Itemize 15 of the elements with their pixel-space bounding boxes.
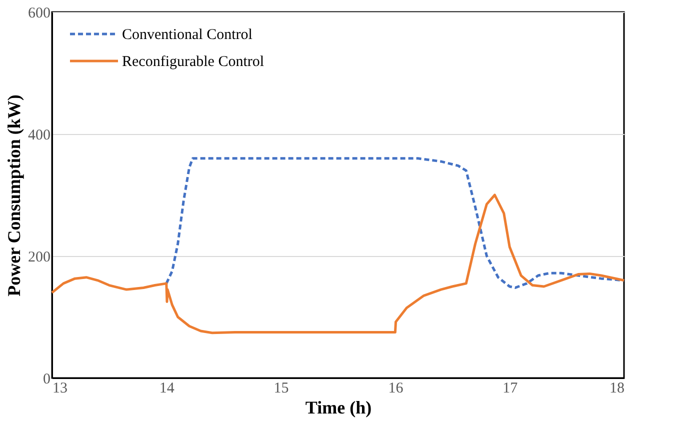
y-tick-label: 200 <box>28 250 50 266</box>
legend-label: Reconfigurable Control <box>122 54 264 70</box>
line-series <box>50 194 626 334</box>
y-tick-label: 400 <box>28 128 50 144</box>
x-tick-label: 14 <box>159 380 175 396</box>
x-tick-label: 16 <box>388 380 404 396</box>
x-tick-label: 17 <box>502 380 518 396</box>
x-tick-label: 15 <box>274 380 289 396</box>
legend-label: Conventional Control <box>122 27 252 43</box>
y-axis-title: Power Consumption (kW) <box>4 94 24 296</box>
x-tick-label: 13 <box>52 380 68 396</box>
x-axis-title: Time (h) <box>305 398 372 418</box>
y-tick-label: 600 <box>28 6 50 22</box>
x-tick-label: 18 <box>610 380 624 396</box>
y-tick-label: 0 <box>43 372 50 388</box>
